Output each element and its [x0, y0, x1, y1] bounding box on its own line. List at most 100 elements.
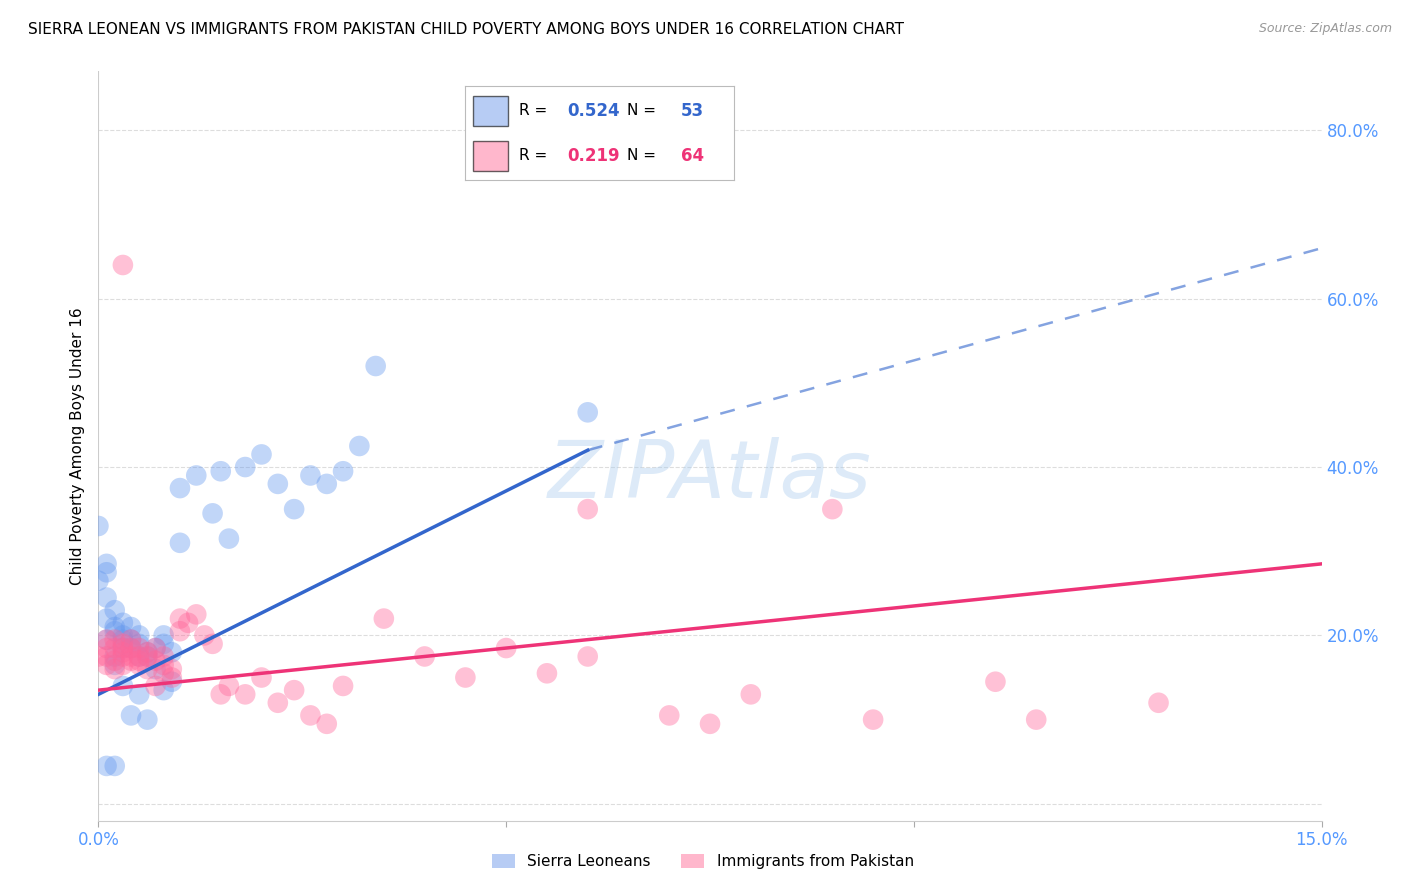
Point [111, 641, 134, 656]
Point [128, 637, 150, 651]
Point [111, 628, 134, 642]
Point [193, 628, 215, 642]
Point [218, 532, 240, 546]
Point [111, 649, 134, 664]
Point [111, 637, 134, 651]
Point [152, 657, 174, 672]
Point [233, 460, 256, 475]
Point [152, 628, 174, 642]
Point [96, 557, 118, 571]
Point [128, 657, 150, 672]
Point [145, 641, 167, 656]
Point [111, 258, 134, 272]
Point [283, 502, 305, 516]
Point [104, 649, 127, 664]
Point [111, 679, 134, 693]
Point [169, 536, 191, 550]
Point [111, 615, 134, 630]
Point [128, 654, 150, 668]
Point [136, 645, 159, 659]
Point [160, 671, 183, 685]
Point [96, 632, 118, 647]
Point [136, 649, 159, 664]
Point [267, 476, 290, 491]
Point [120, 708, 142, 723]
Point [145, 654, 167, 668]
Point [120, 654, 142, 668]
Point [495, 641, 517, 656]
Point [152, 683, 174, 698]
Point [96, 641, 118, 656]
Point [201, 507, 224, 521]
Y-axis label: Child Poverty Among Boys Under 16: Child Poverty Among Boys Under 16 [69, 307, 84, 585]
Point [111, 657, 134, 672]
Point [454, 671, 477, 685]
Point [104, 632, 127, 647]
Point [201, 637, 224, 651]
Point [128, 628, 150, 642]
Point [862, 713, 884, 727]
Point [373, 611, 395, 625]
Point [658, 708, 681, 723]
Point [128, 649, 150, 664]
Point [186, 607, 208, 622]
Point [267, 696, 290, 710]
Point [209, 687, 232, 701]
Point [96, 591, 118, 605]
Point [536, 666, 558, 681]
Point [120, 632, 142, 647]
Point [984, 674, 1007, 689]
Point [349, 439, 371, 453]
Point [169, 624, 191, 639]
Point [177, 615, 200, 630]
Point [332, 464, 354, 478]
Point [821, 502, 844, 516]
Point [128, 687, 150, 701]
Point [136, 662, 159, 676]
Text: SIERRA LEONEAN VS IMMIGRANTS FROM PAKISTAN CHILD POVERTY AMONG BOYS UNDER 16 COR: SIERRA LEONEAN VS IMMIGRANTS FROM PAKIST… [28, 22, 904, 37]
Point [96, 632, 118, 647]
Point [128, 649, 150, 664]
Point [160, 674, 183, 689]
Point [145, 641, 167, 656]
Point [152, 637, 174, 651]
Legend: Sierra Leoneans, Immigrants from Pakistan: Sierra Leoneans, Immigrants from Pakista… [486, 848, 920, 875]
Point [104, 759, 127, 773]
Point [120, 620, 142, 634]
Point [332, 679, 354, 693]
Point [120, 641, 142, 656]
Point [699, 716, 721, 731]
Point [136, 713, 159, 727]
Point [104, 620, 127, 634]
Point [160, 645, 183, 659]
Point [104, 624, 127, 639]
Point [169, 611, 191, 625]
Point [120, 641, 142, 656]
Point [111, 645, 134, 659]
Point [576, 405, 599, 419]
Point [315, 716, 337, 731]
Point [104, 641, 127, 656]
Point [299, 708, 322, 723]
Point [96, 611, 118, 625]
Point [128, 641, 150, 656]
Point [1147, 696, 1170, 710]
Point [87, 574, 110, 588]
Point [218, 679, 240, 693]
Point [120, 632, 142, 647]
Point [96, 649, 118, 664]
Point [104, 657, 127, 672]
Point [111, 632, 134, 647]
Point [1025, 713, 1047, 727]
Point [413, 649, 436, 664]
Text: ZIPAtlas: ZIPAtlas [548, 437, 872, 515]
Point [364, 359, 387, 373]
Point [169, 481, 191, 495]
Point [104, 654, 127, 668]
Point [250, 671, 273, 685]
Point [250, 447, 273, 461]
Point [315, 476, 337, 491]
Point [209, 464, 232, 478]
Point [111, 641, 134, 656]
Point [283, 683, 305, 698]
